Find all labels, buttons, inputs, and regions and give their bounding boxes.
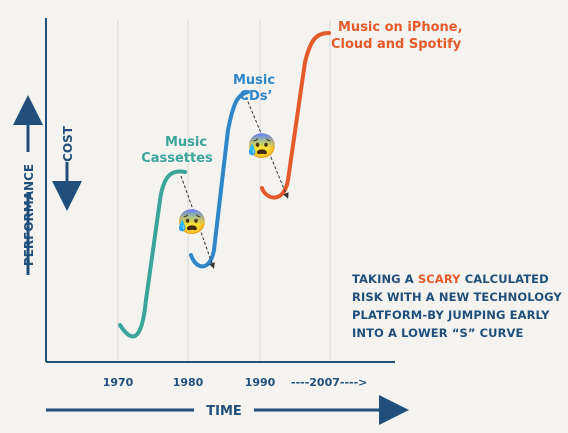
label-cassettes-line1: Music [165, 135, 207, 150]
scary-risk-note: TAKING A SCARY CALCULATED RISK WITH A NE… [352, 270, 567, 342]
tick-label-2007: ----2007----> [291, 376, 367, 389]
label-iphone-line2: Cloud and Spotify [331, 37, 462, 52]
note-text-before: TAKING A [352, 272, 418, 286]
anxious-face-icon: 😰 [247, 133, 277, 160]
jump-arrow-cassettes-to-cds [180, 175, 215, 269]
curve-iphone [260, 31, 331, 200]
jump-arrow-cds-to-iphone [245, 96, 289, 199]
label-cassettes-line2: Cassettes [141, 151, 213, 166]
tick-label-1970: 1970 [103, 376, 134, 389]
label-iphone-line1: Music on iPhone, [338, 20, 463, 35]
cost-label: COST [61, 125, 75, 162]
label-cds-line2: CDs’ [239, 89, 272, 104]
x-axis-label: TIME [206, 404, 242, 419]
label-cds-line1: Music [233, 73, 275, 88]
anxious-face-icon: 😰 [177, 209, 207, 236]
tick-label-1980: 1980 [173, 376, 204, 389]
note-text-after: CALCULATED RISK WITH A NEW TECHNOLOGY PL… [352, 272, 562, 340]
curve-cds [189, 90, 250, 269]
curve-cassettes [118, 169, 187, 339]
note-highlight-scary: SCARY [417, 272, 461, 286]
tick-label-1990: 1990 [245, 376, 276, 389]
y-axis-label: PERFORMANCE [22, 164, 36, 266]
